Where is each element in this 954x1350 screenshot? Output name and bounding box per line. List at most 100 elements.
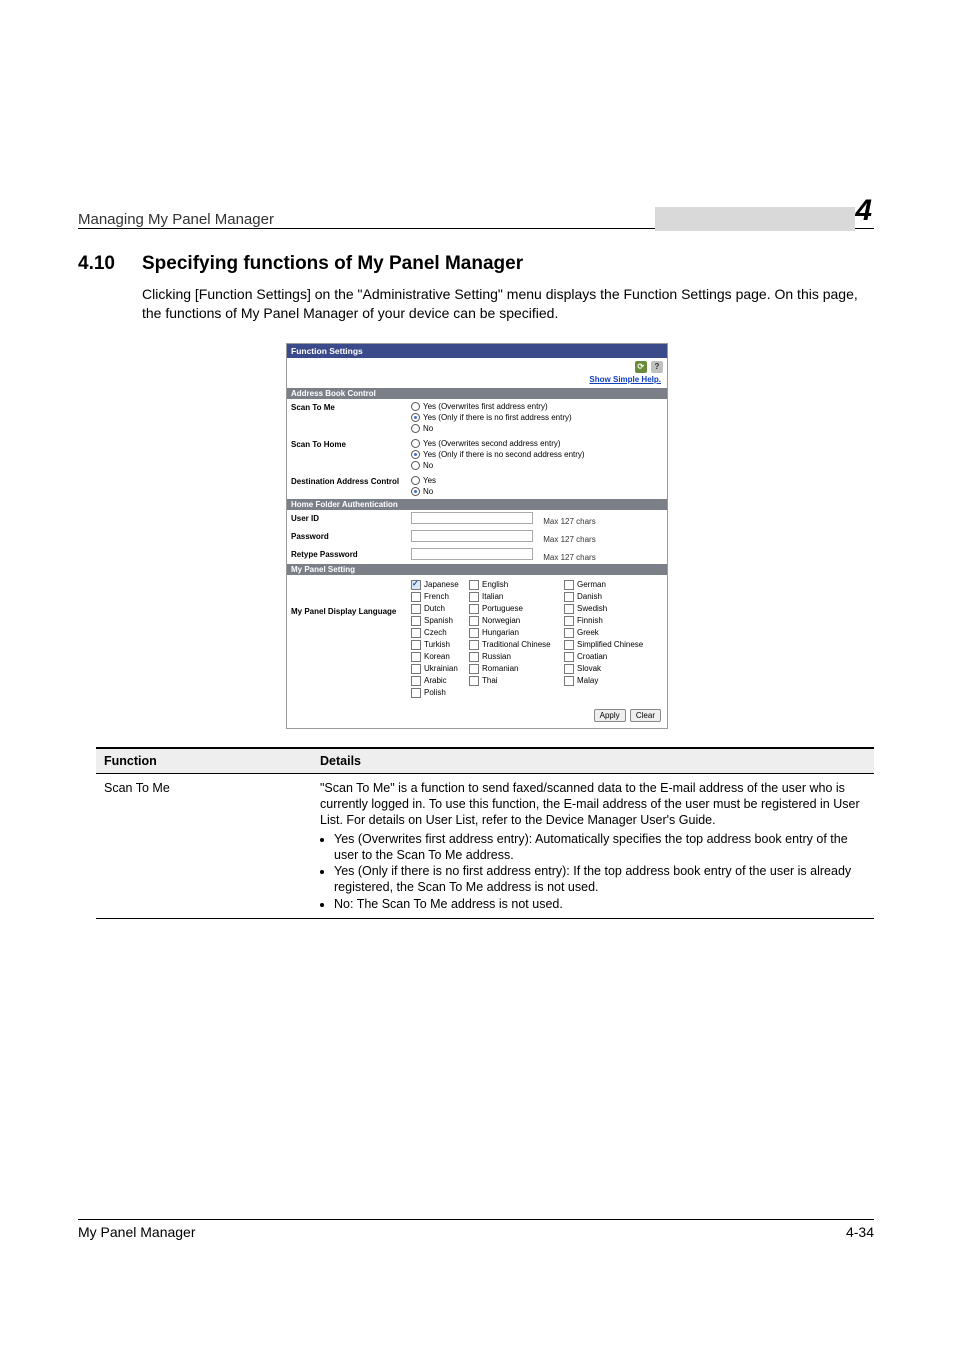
language-label: Italian — [482, 592, 503, 601]
show-simple-help-link[interactable]: Show Simple Help. — [589, 375, 661, 384]
panel-title: Function Settings — [287, 344, 667, 358]
password-input[interactable] — [411, 530, 533, 542]
radio-option[interactable] — [411, 413, 420, 422]
table-head-details: Details — [312, 748, 874, 774]
language-checkbox[interactable] — [564, 580, 574, 590]
language-label: Turkish — [424, 640, 450, 649]
language-checkbox[interactable] — [564, 616, 574, 626]
radio-label: Yes (Only if there is no first address e… — [423, 413, 572, 422]
language-checkbox[interactable] — [469, 616, 479, 626]
refresh-icon[interactable]: ⟳ — [635, 361, 647, 373]
language-checkbox[interactable] — [469, 580, 479, 590]
footer-left: My Panel Manager — [78, 1224, 196, 1240]
language-checkbox[interactable] — [564, 604, 574, 614]
retype-password-input[interactable] — [411, 548, 533, 560]
section-body: Clicking [Function Settings] on the "Adm… — [0, 275, 954, 323]
language-label: Polish — [424, 688, 446, 697]
radio-option[interactable] — [411, 476, 420, 485]
language-checkbox[interactable] — [564, 628, 574, 638]
language-checkbox[interactable] — [469, 676, 479, 686]
language-checkbox[interactable] — [411, 616, 421, 626]
footer-right: 4-34 — [846, 1224, 874, 1240]
table-head-function: Function — [96, 748, 312, 774]
details-bullet: No: The Scan To Me address is not used. — [334, 896, 866, 912]
chapter-tab — [655, 207, 855, 231]
scan-to-home-label: Scan To Home — [291, 438, 411, 471]
clear-button[interactable]: Clear — [630, 709, 661, 722]
language-label: Czech — [424, 628, 447, 637]
radio-label: No — [423, 461, 433, 470]
my-panel-header: My Panel Setting — [287, 564, 667, 575]
radio-label: No — [423, 487, 433, 496]
language-label: Romanian — [482, 664, 518, 673]
language-label: Dutch — [424, 604, 445, 613]
language-checkbox[interactable] — [411, 604, 421, 614]
language-checkbox[interactable] — [411, 676, 421, 686]
radio-option[interactable] — [411, 439, 420, 448]
language-label: Spanish — [424, 616, 453, 625]
language-checkbox[interactable] — [564, 676, 574, 686]
doc-title: Managing My Panel Manager — [78, 211, 274, 228]
language-checkbox[interactable] — [411, 640, 421, 650]
details-paragraph: "Scan To Me" is a function to send faxed… — [320, 781, 860, 828]
table-cell-details: "Scan To Me" is a function to send faxed… — [312, 773, 874, 918]
radio-option[interactable] — [411, 487, 420, 496]
language-checkbox[interactable] — [469, 640, 479, 650]
language-checkbox[interactable] — [564, 664, 574, 674]
language-checkbox[interactable] — [564, 652, 574, 662]
language-checkbox[interactable] — [411, 580, 421, 590]
radio-option[interactable] — [411, 461, 420, 470]
language-label: Malay — [577, 676, 598, 685]
scan-to-me-label: Scan To Me — [291, 401, 411, 434]
language-label: Arabic — [424, 676, 447, 685]
language-label: Slovak — [577, 664, 601, 673]
function-table: Function Details Scan To Me "Scan To Me"… — [96, 747, 874, 919]
radio-label: No — [423, 424, 433, 433]
user-id-input[interactable] — [411, 512, 533, 524]
language-label: Norwegian — [482, 616, 520, 625]
language-checkbox[interactable] — [411, 664, 421, 674]
section-number: 4.10 — [78, 253, 142, 275]
language-label: Russian — [482, 652, 511, 661]
apply-button[interactable]: Apply — [594, 709, 626, 722]
language-checkbox[interactable] — [411, 688, 421, 698]
language-label: Danish — [577, 592, 602, 601]
chapter-number: 4 — [855, 194, 874, 228]
password-label: Password — [291, 530, 411, 544]
retype-password-hint: Max 127 chars — [543, 553, 595, 562]
user-id-label: User ID — [291, 512, 411, 526]
table-cell-function: Scan To Me — [96, 773, 312, 918]
retype-password-label: Retype Password — [291, 548, 411, 562]
language-checkbox[interactable] — [469, 664, 479, 674]
details-bullet: Yes (Overwrites first address entry): Au… — [334, 831, 866, 864]
language-label: Thai — [482, 676, 498, 685]
language-label: Ukrainian — [424, 664, 458, 673]
language-checkbox[interactable] — [411, 628, 421, 638]
language-checkbox[interactable] — [564, 640, 574, 650]
language-checkbox[interactable] — [469, 592, 479, 602]
language-checkbox[interactable] — [469, 604, 479, 614]
radio-option[interactable] — [411, 450, 420, 459]
radio-label: Yes (Overwrites first address entry) — [423, 402, 548, 411]
details-bullet: Yes (Only if there is no first address e… — [334, 863, 866, 896]
display-language-label: My Panel Display Language — [291, 577, 411, 701]
language-checkbox[interactable] — [564, 592, 574, 602]
language-checkbox[interactable] — [469, 628, 479, 638]
user-id-hint: Max 127 chars — [543, 517, 595, 526]
language-label: Finnish — [577, 616, 603, 625]
help-icon[interactable]: ? — [651, 361, 663, 373]
language-checkbox[interactable] — [411, 592, 421, 602]
language-label: Traditional Chinese — [482, 640, 551, 649]
language-checkbox[interactable] — [411, 652, 421, 662]
language-label: Japanese — [424, 580, 459, 589]
language-label: Simplified Chinese — [577, 640, 643, 649]
language-checkbox[interactable] — [469, 652, 479, 662]
language-label: English — [482, 580, 508, 589]
radio-option[interactable] — [411, 424, 420, 433]
radio-option[interactable] — [411, 402, 420, 411]
address-book-header: Address Book Control — [287, 388, 667, 399]
language-label: French — [424, 592, 449, 601]
radio-label: Yes (Only if there is no second address … — [423, 450, 585, 459]
language-label: Portuguese — [482, 604, 523, 613]
language-label: Swedish — [577, 604, 607, 613]
